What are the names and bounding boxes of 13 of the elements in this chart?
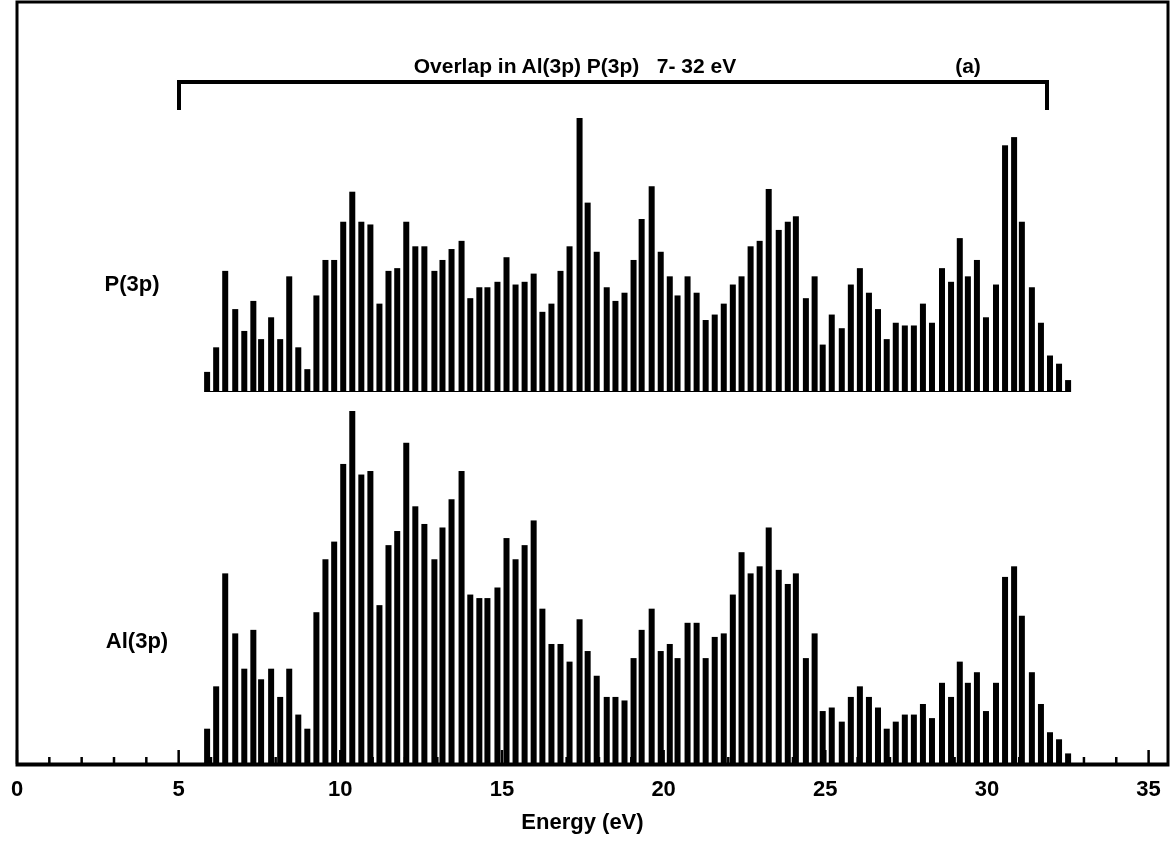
text: (a)	[955, 54, 981, 77]
x-axis-title: Energy (eV)	[521, 809, 644, 834]
x-tick-label: 20	[651, 776, 676, 801]
x-tick-label: 30	[974, 776, 1000, 801]
x-tick-label: 10	[328, 776, 353, 801]
x-tick-label: 25	[813, 776, 838, 801]
x-tick-label: 5	[172, 776, 185, 801]
x-tick-label: 15	[489, 776, 515, 801]
text: Overlap in Al(3p) P(3p) 7- 32 eV	[413, 54, 737, 77]
text: P(3p)	[104, 271, 160, 297]
x-tick-label: 35	[1136, 776, 1161, 801]
x-tick-label: 0	[10, 776, 24, 801]
text: Al(3p)	[105, 628, 169, 654]
